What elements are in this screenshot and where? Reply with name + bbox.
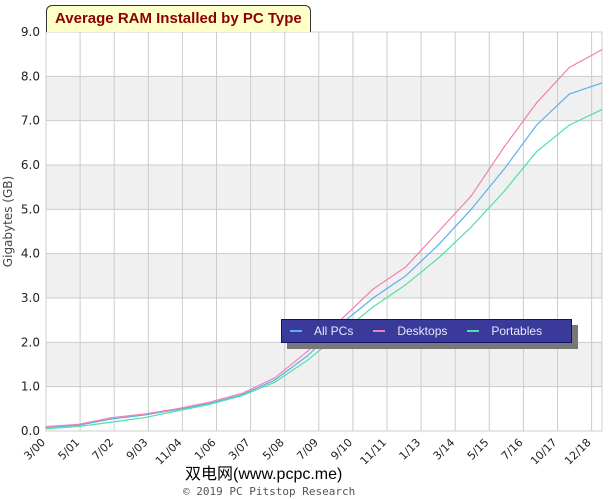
x-tick-label: 11/11 <box>358 436 390 468</box>
data-point <box>208 401 211 403</box>
data-point <box>208 403 211 405</box>
data-point <box>274 377 276 379</box>
data-point <box>241 394 243 397</box>
data-point <box>601 108 603 111</box>
data-point <box>470 226 472 228</box>
watermark: 双电网(www.pcpc.me) <box>185 466 343 483</box>
y-tick-label: 8.0 <box>21 69 40 83</box>
grid-band <box>46 342 602 387</box>
copyright: © 2019 PC Pitstop Research <box>183 485 356 498</box>
x-tick-label: 3/14 <box>431 436 458 463</box>
data-point <box>176 408 178 410</box>
data-point <box>307 359 309 361</box>
data-point <box>503 168 505 171</box>
data-point <box>503 191 505 193</box>
data-point <box>110 418 113 420</box>
data-point <box>405 284 407 286</box>
y-tick-label: 6.0 <box>21 158 40 172</box>
data-point <box>143 413 145 415</box>
x-tick-label: 1/13 <box>397 436 424 463</box>
x-tick-label: 5/01 <box>56 436 83 463</box>
x-tick-label: 9/10 <box>328 436 355 463</box>
y-tick-label: 7.0 <box>21 114 40 128</box>
x-tick-label: 7/09 <box>294 436 321 463</box>
data-point <box>405 275 407 277</box>
x-tick-label: 12/18 <box>562 436 594 468</box>
legend-label: All PCs <box>314 324 354 338</box>
data-point <box>437 244 440 246</box>
grid-band <box>46 76 602 121</box>
data-point <box>535 124 538 126</box>
data-point <box>535 102 538 104</box>
data-point <box>110 421 113 423</box>
y-tick-label: 2.0 <box>21 335 40 349</box>
x-tick-label: 5/15 <box>465 436 492 463</box>
legend-portables: Portables <box>467 324 542 338</box>
data-point <box>176 410 178 412</box>
data-point <box>45 425 47 428</box>
x-tick-label: 9/03 <box>124 436 151 463</box>
data-point <box>307 350 309 352</box>
y-tick-label: 1.0 <box>21 380 40 394</box>
x-tick-label: 7/16 <box>499 436 526 463</box>
data-point <box>143 417 145 419</box>
data-point <box>307 355 309 357</box>
data-point <box>503 146 505 148</box>
data-point <box>372 306 374 308</box>
data-point <box>274 381 276 383</box>
plot-frame <box>45 31 603 432</box>
legend: All PCs Desktops Portables <box>281 319 572 343</box>
x-tick-label: 5/08 <box>260 436 287 463</box>
legend-label: Portables <box>491 324 543 338</box>
y-tick-label: 4.0 <box>21 247 40 261</box>
data-point <box>601 49 603 51</box>
y-axis-label: Gigabytes (GB) <box>1 176 15 267</box>
y-tick-label: 0.0 <box>21 424 40 438</box>
data-point <box>274 379 276 381</box>
x-tick-label: 10/17 <box>528 436 560 468</box>
data-point <box>437 230 440 233</box>
data-point <box>78 425 80 428</box>
data-point <box>241 392 243 394</box>
data-point <box>568 124 570 126</box>
x-tick-label: 3/07 <box>226 436 253 463</box>
grid-band <box>46 253 602 298</box>
x-tick-label: 7/02 <box>90 436 117 463</box>
grid-band <box>46 165 602 210</box>
data-point <box>405 266 407 268</box>
chart-title: Average RAM Installed by PC Type <box>46 5 311 32</box>
data-point <box>372 297 374 299</box>
x-tick-label: 1/06 <box>192 436 219 463</box>
legend-label: Desktops <box>397 324 448 338</box>
data-point <box>78 423 80 425</box>
data-point <box>601 82 603 84</box>
y-tick-label: 3.0 <box>21 291 40 305</box>
series-line-portables <box>45 109 603 430</box>
legend-desktops: Desktops <box>373 324 447 338</box>
data-point <box>470 208 472 210</box>
y-tick-label: 9.0 <box>21 25 40 39</box>
data-point <box>470 195 472 197</box>
data-point <box>45 426 47 429</box>
data-point <box>372 288 374 290</box>
data-point <box>568 93 570 95</box>
data-point <box>535 151 538 153</box>
data-point <box>568 66 570 69</box>
data-point <box>45 428 47 430</box>
data-point <box>437 257 440 259</box>
x-tick-label: 3/00 <box>21 436 48 463</box>
x-tick-label: 11/04 <box>153 436 185 468</box>
legend-all-pcs: All PCs <box>290 324 353 338</box>
data-point <box>110 417 113 419</box>
y-tick-label: 5.0 <box>21 202 40 216</box>
